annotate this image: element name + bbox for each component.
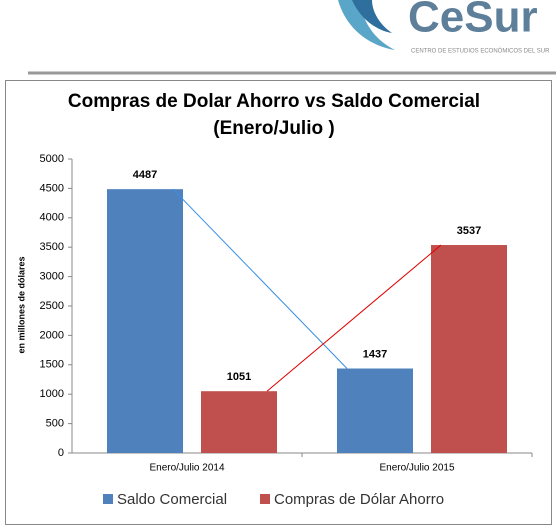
bar <box>107 189 183 453</box>
chart-title: (Enero/Julio ) <box>213 118 334 139</box>
logo-tagline: CENTRO DE ESTUDIOS ECONÓMICOS DEL SUR <box>411 48 550 55</box>
trend-line <box>266 244 442 392</box>
logo-name: CeSur <box>408 0 538 42</box>
y-tick-label: 4500 <box>40 182 64 194</box>
y-tick-label: 3500 <box>40 241 64 253</box>
trend-line <box>172 188 348 369</box>
y-tick-label: 1000 <box>40 388 64 400</box>
y-tick-label: 2000 <box>40 329 64 341</box>
data-label: 3537 <box>457 225 481 237</box>
data-label: 1051 <box>227 371 251 383</box>
data-label: 4487 <box>133 169 157 181</box>
x-tick-label: Enero/Julio 2015 <box>379 463 454 474</box>
logo-swoosh <box>338 0 395 50</box>
bar <box>431 245 507 453</box>
legend-swatch <box>103 494 113 504</box>
y-axis-label: en millones de dólares <box>16 256 26 353</box>
legend-swatch <box>260 494 270 504</box>
logo: CeSur CENTRO DE ESTUDIOS ECONÓMICOS DEL … <box>338 0 550 55</box>
bar <box>337 368 413 453</box>
bar <box>201 391 277 453</box>
legend-label: Saldo Comercial <box>117 491 227 508</box>
y-tick-label: 2500 <box>40 300 64 312</box>
y-tick-label: 4000 <box>40 212 64 224</box>
logo-swoosh <box>352 0 392 33</box>
x-tick-label: Enero/Julio 2014 <box>149 463 224 474</box>
y-tick-label: 0 <box>58 447 64 459</box>
y-tick-label: 500 <box>46 418 64 430</box>
y-tick-label: 1500 <box>40 359 64 371</box>
y-tick-label: 3000 <box>40 271 64 283</box>
legend-label: Compras de Dólar Ahorro <box>274 491 444 508</box>
chart-title: Compras de Dolar Ahorro vs Saldo Comerci… <box>68 91 480 112</box>
y-tick-label: 5000 <box>40 153 64 165</box>
data-label: 1437 <box>363 348 387 360</box>
